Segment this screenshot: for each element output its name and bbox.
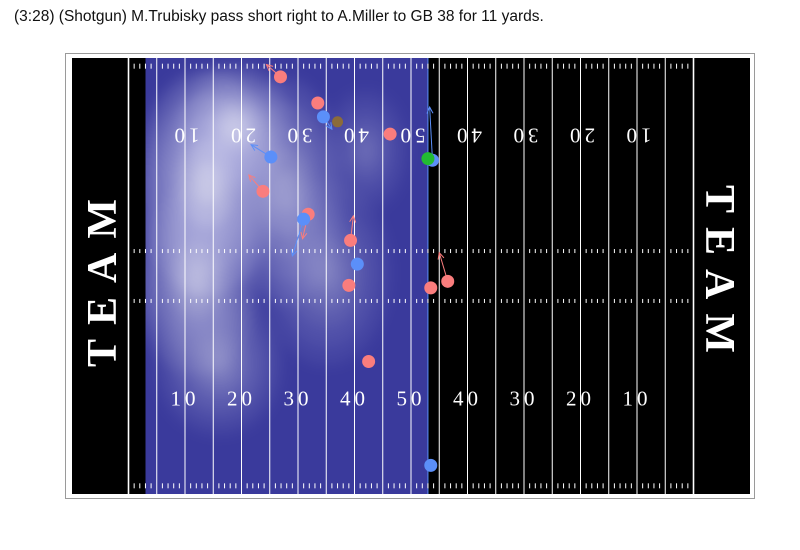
density-blob-5 [206, 348, 232, 378]
offense-player-2 [383, 127, 397, 141]
offense-arrowhead-3 [248, 174, 256, 182]
defense-direction-4 [429, 107, 433, 161]
yard-label-top-1: 20 [227, 124, 256, 148]
defense-player-0 [316, 110, 330, 124]
yard-label-top-4: 50 [397, 124, 426, 148]
offense-arrowhead-4 [300, 231, 308, 240]
offense-player-7 [424, 281, 438, 295]
density-heatmap [145, 58, 428, 494]
yard-label-bottom-5: 40 [453, 387, 482, 411]
endzone-left-label: TEAM [80, 185, 126, 367]
yard-label-top-8: 10 [623, 124, 652, 148]
density-blobs [145, 64, 409, 435]
endzone-labels: TEAM TEAM [80, 185, 742, 367]
defense-arrowhead-2 [290, 248, 298, 258]
defense-arrowhead-0 [325, 122, 333, 131]
defense-arrowhead-1 [250, 144, 259, 151]
defense-player-1 [264, 150, 278, 164]
yard-label-bottom-1: 20 [227, 387, 256, 411]
offense-arrowhead-5 [349, 214, 357, 223]
yard-label-bottom-8: 10 [623, 387, 652, 411]
offense-player-9 [362, 354, 376, 368]
offense-player-6 [342, 278, 356, 292]
field-lines [127, 58, 695, 494]
defense-arrowhead-4 [426, 105, 434, 114]
offense-player-5 [344, 233, 358, 247]
offense-player-1 [311, 96, 325, 110]
yard-label-top-5: 40 [453, 124, 482, 148]
offense-player-3 [256, 184, 270, 198]
offense-player-0 [273, 70, 287, 84]
endzone-right-label: TEAM [696, 185, 742, 367]
yard-label-top-0: 10 [171, 124, 200, 148]
yard-label-top-3: 40 [340, 124, 369, 148]
density-blob-6 [357, 138, 375, 163]
hash-marks [133, 63, 689, 489]
defense-player-2 [297, 212, 311, 226]
football-field: 10 20 30 40 50 40 30 20 10 10 20 30 40 50 40 30 20 10 TEA… [72, 58, 750, 494]
yard-label-bottom-0: 10 [171, 387, 200, 411]
yard-label-bottom-3: 40 [340, 387, 369, 411]
official-player-0 [332, 116, 344, 128]
yard-label-bottom-7: 20 [566, 387, 595, 411]
yard-label-top-6: 30 [510, 124, 539, 148]
yard-label-top-7: 20 [566, 124, 595, 148]
offense-arrowhead-8 [437, 251, 445, 260]
offense-player-8 [441, 274, 455, 288]
defense-player-5 [424, 458, 438, 472]
yard-label-bottom-4: 50 [397, 387, 426, 411]
density-blob-2 [183, 262, 210, 300]
ball-player-0 [421, 152, 435, 166]
play-description: (3:28) (Shotgun) M.Trubisky pass short r… [14, 8, 544, 25]
player-layer [248, 63, 455, 472]
yard-label-bottom-6: 30 [510, 387, 539, 411]
defense-player-3 [350, 257, 364, 271]
yard-label-top-2: 30 [284, 124, 313, 148]
yard-label-bottom-2: 30 [284, 387, 313, 411]
yard-labels: 10 20 30 40 50 40 30 20 10 10 20 30 40 50 40 30 20 10 [171, 124, 652, 411]
offense-arrowhead-0 [265, 63, 274, 72]
